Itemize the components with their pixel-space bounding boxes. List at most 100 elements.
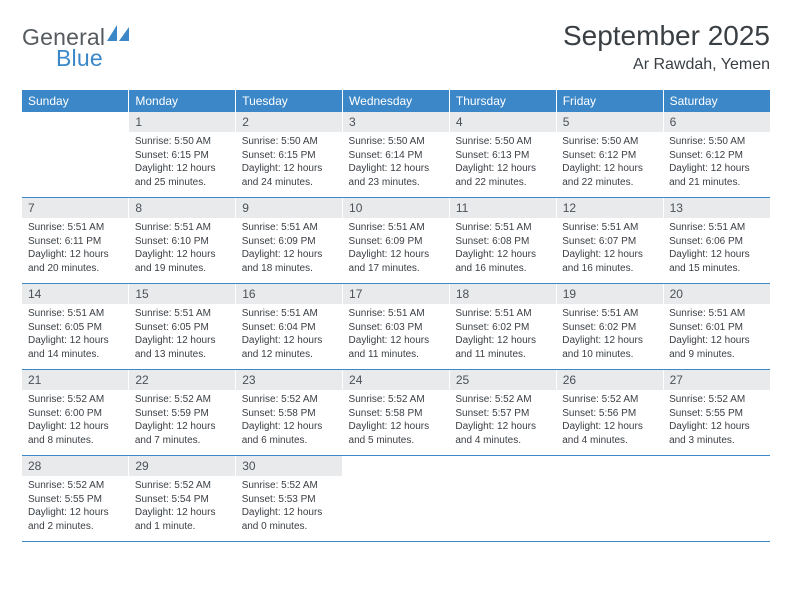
day-detail-row: Sunrise: 5:52 AMSunset: 5:55 PMDaylight:… (22, 476, 770, 542)
sunset-text: Sunset: 6:05 PM (135, 321, 230, 335)
day-number: 18 (449, 284, 556, 305)
day-cell: Sunrise: 5:50 AMSunset: 6:12 PMDaylight:… (663, 132, 770, 198)
day-number: 23 (236, 370, 343, 391)
day-detail-row: Sunrise: 5:51 AMSunset: 6:11 PMDaylight:… (22, 218, 770, 284)
sunrise-text: Sunrise: 5:52 AM (349, 393, 444, 407)
sunset-text: Sunset: 6:04 PM (242, 321, 337, 335)
sunset-text: Sunset: 5:53 PM (242, 493, 337, 507)
day-cell: Sunrise: 5:51 AMSunset: 6:08 PMDaylight:… (449, 218, 556, 284)
daylight-text: Daylight: 12 hours (135, 248, 230, 262)
sunset-text: Sunset: 5:59 PM (135, 407, 230, 421)
daylight-text: Daylight: 12 hours (455, 334, 550, 348)
day-number: 1 (129, 112, 236, 132)
day-cell: Sunrise: 5:51 AMSunset: 6:07 PMDaylight:… (556, 218, 663, 284)
day-cell: Sunrise: 5:52 AMSunset: 5:54 PMDaylight:… (129, 476, 236, 542)
sunrise-text: Sunrise: 5:51 AM (28, 221, 123, 235)
sunset-text: Sunset: 5:56 PM (562, 407, 657, 421)
sunset-text: Sunset: 6:12 PM (669, 149, 764, 163)
sunset-text: Sunset: 6:10 PM (135, 235, 230, 249)
day-cell: Sunrise: 5:52 AMSunset: 5:55 PMDaylight:… (22, 476, 129, 542)
sunset-text: Sunset: 6:03 PM (349, 321, 444, 335)
day-cell: Sunrise: 5:52 AMSunset: 5:53 PMDaylight:… (236, 476, 343, 542)
daylight-text: and 6 minutes. (242, 434, 337, 448)
daylight-text: Daylight: 12 hours (562, 162, 657, 176)
daylight-text: and 18 minutes. (242, 262, 337, 276)
sunset-text: Sunset: 6:12 PM (562, 149, 657, 163)
sunrise-text: Sunrise: 5:51 AM (562, 307, 657, 321)
calendar-table: Sunday Monday Tuesday Wednesday Thursday… (22, 90, 770, 542)
daylight-text: and 25 minutes. (135, 176, 230, 190)
sunrise-text: Sunrise: 5:51 AM (669, 221, 764, 235)
sunrise-text: Sunrise: 5:52 AM (562, 393, 657, 407)
weekday-header: Wednesday (343, 90, 450, 112)
day-number: 11 (449, 198, 556, 219)
daylight-text: and 12 minutes. (242, 348, 337, 362)
day-cell: Sunrise: 5:52 AMSunset: 5:59 PMDaylight:… (129, 390, 236, 456)
daylight-text: Daylight: 12 hours (455, 248, 550, 262)
day-number: 21 (22, 370, 129, 391)
sunrise-text: Sunrise: 5:51 AM (562, 221, 657, 235)
sunset-text: Sunset: 6:11 PM (28, 235, 123, 249)
day-cell: Sunrise: 5:51 AMSunset: 6:11 PMDaylight:… (22, 218, 129, 284)
day-cell: Sunrise: 5:51 AMSunset: 6:02 PMDaylight:… (449, 304, 556, 370)
daylight-text: Daylight: 12 hours (349, 248, 444, 262)
day-cell: Sunrise: 5:51 AMSunset: 6:02 PMDaylight:… (556, 304, 663, 370)
daylight-text: Daylight: 12 hours (349, 162, 444, 176)
day-cell: Sunrise: 5:50 AMSunset: 6:14 PMDaylight:… (343, 132, 450, 198)
daylight-text: and 13 minutes. (135, 348, 230, 362)
day-cell (343, 476, 450, 542)
sunrise-text: Sunrise: 5:50 AM (135, 135, 230, 149)
sunset-text: Sunset: 6:01 PM (669, 321, 764, 335)
sunrise-text: Sunrise: 5:51 AM (349, 221, 444, 235)
weekday-header: Sunday (22, 90, 129, 112)
daylight-text: Daylight: 12 hours (669, 248, 764, 262)
sunset-text: Sunset: 6:08 PM (455, 235, 550, 249)
day-number: 20 (663, 284, 770, 305)
daylight-text: and 23 minutes. (349, 176, 444, 190)
daylight-text: and 17 minutes. (349, 262, 444, 276)
day-cell: Sunrise: 5:50 AMSunset: 6:15 PMDaylight:… (236, 132, 343, 198)
day-cell (449, 476, 556, 542)
daylight-text: and 10 minutes. (562, 348, 657, 362)
day-number: 8 (129, 198, 236, 219)
sunrise-text: Sunrise: 5:52 AM (135, 479, 230, 493)
daylight-text: and 14 minutes. (28, 348, 123, 362)
day-cell (22, 132, 129, 198)
day-cell: Sunrise: 5:52 AMSunset: 5:56 PMDaylight:… (556, 390, 663, 456)
sunrise-text: Sunrise: 5:51 AM (455, 307, 550, 321)
day-number (22, 112, 129, 132)
day-number: 7 (22, 198, 129, 219)
day-number: 2 (236, 112, 343, 132)
daylight-text: and 19 minutes. (135, 262, 230, 276)
sunset-text: Sunset: 6:00 PM (28, 407, 123, 421)
sunrise-text: Sunrise: 5:52 AM (455, 393, 550, 407)
daylight-text: Daylight: 12 hours (135, 162, 230, 176)
sunset-text: Sunset: 6:14 PM (349, 149, 444, 163)
daylight-text: Daylight: 12 hours (455, 162, 550, 176)
header: General Blue September 2025 Ar Rawdah, Y… (22, 20, 770, 74)
sunrise-text: Sunrise: 5:50 AM (455, 135, 550, 149)
sunrise-text: Sunrise: 5:51 AM (669, 307, 764, 321)
day-cell: Sunrise: 5:52 AMSunset: 5:55 PMDaylight:… (663, 390, 770, 456)
day-number: 6 (663, 112, 770, 132)
day-cell: Sunrise: 5:51 AMSunset: 6:05 PMDaylight:… (22, 304, 129, 370)
daylight-text: Daylight: 12 hours (349, 334, 444, 348)
daylight-text: and 8 minutes. (28, 434, 123, 448)
day-cell: Sunrise: 5:50 AMSunset: 6:12 PMDaylight:… (556, 132, 663, 198)
logo-text-blue: Blue (56, 45, 129, 72)
daylight-text: and 16 minutes. (455, 262, 550, 276)
daylight-text: Daylight: 12 hours (135, 334, 230, 348)
sunset-text: Sunset: 5:57 PM (455, 407, 550, 421)
day-cell: Sunrise: 5:52 AMSunset: 5:57 PMDaylight:… (449, 390, 556, 456)
sunset-text: Sunset: 6:09 PM (349, 235, 444, 249)
daylight-text: and 22 minutes. (455, 176, 550, 190)
sunrise-text: Sunrise: 5:51 AM (349, 307, 444, 321)
sunset-text: Sunset: 6:13 PM (455, 149, 550, 163)
daylight-text: Daylight: 12 hours (242, 334, 337, 348)
day-number-row: 21222324252627 (22, 370, 770, 391)
day-number-row: 14151617181920 (22, 284, 770, 305)
daylight-text: and 16 minutes. (562, 262, 657, 276)
day-number: 25 (449, 370, 556, 391)
daylight-text: Daylight: 12 hours (562, 248, 657, 262)
sunrise-text: Sunrise: 5:50 AM (349, 135, 444, 149)
